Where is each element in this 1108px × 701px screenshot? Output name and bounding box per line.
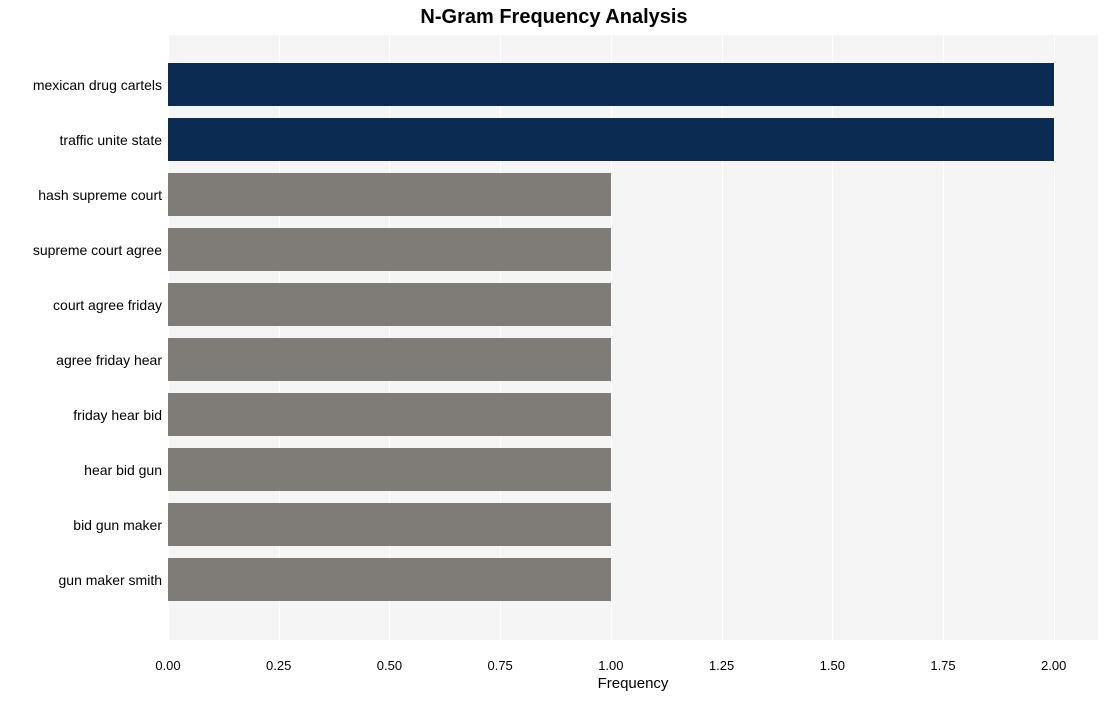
bar [168, 393, 611, 436]
y-tick-label: hear bid gun [84, 462, 162, 478]
bar [168, 118, 1054, 161]
x-tick-label: 1.75 [930, 658, 955, 673]
bar-row [168, 118, 1098, 161]
bar [168, 173, 611, 216]
y-tick-label: court agree friday [53, 297, 162, 313]
y-tick-label: gun maker smith [59, 572, 162, 588]
bar-row [168, 173, 1098, 216]
y-tick-label: hash supreme court [38, 187, 162, 203]
bar-row [168, 558, 1098, 601]
x-tick-label: 2.00 [1041, 658, 1066, 673]
x-tick-label: 1.50 [820, 658, 845, 673]
bar [168, 558, 611, 601]
bar-row [168, 393, 1098, 436]
x-axis-title: Frequency [168, 675, 1098, 692]
bar-row [168, 503, 1098, 546]
x-tick-label: 0.75 [487, 658, 512, 673]
x-tick-label: 0.00 [155, 658, 180, 673]
bar [168, 338, 611, 381]
x-tick-label: 1.00 [598, 658, 623, 673]
y-tick-label: bid gun maker [73, 517, 162, 533]
x-tick-label: 0.25 [266, 658, 291, 673]
bar-row [168, 338, 1098, 381]
y-tick-label: traffic unite state [60, 132, 162, 148]
bar [168, 228, 611, 271]
y-tick-label: agree friday hear [56, 352, 162, 368]
y-tick-label: friday hear bid [73, 407, 162, 423]
bar [168, 283, 611, 326]
x-tick-label: 0.50 [377, 658, 402, 673]
chart-title: N-Gram Frequency Analysis [0, 6, 1108, 29]
bar-row [168, 283, 1098, 326]
bar [168, 503, 611, 546]
x-tick-label: 1.25 [709, 658, 734, 673]
bar [168, 448, 611, 491]
y-tick-label: mexican drug cartels [33, 77, 162, 93]
plot-area [168, 35, 1098, 640]
y-tick-label: supreme court agree [33, 242, 162, 258]
ngram-frequency-chart: N-Gram Frequency Analysis mexican drug c… [0, 0, 1108, 701]
bar-row [168, 448, 1098, 491]
bar-row [168, 228, 1098, 271]
bar [168, 63, 1054, 106]
bar-row [168, 63, 1098, 106]
